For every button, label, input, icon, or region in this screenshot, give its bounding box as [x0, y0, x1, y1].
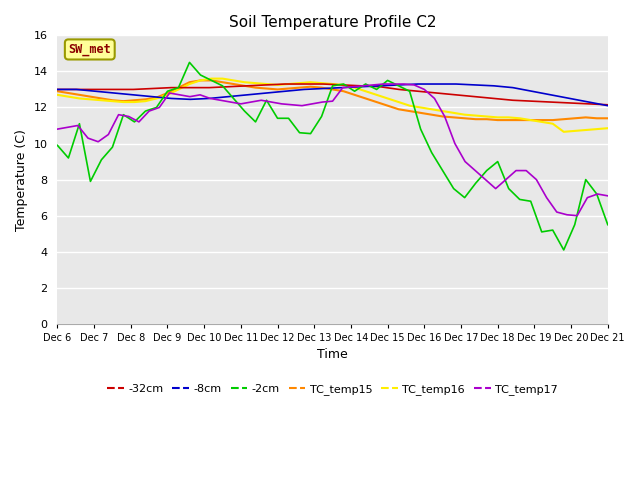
Title: Soil Temperature Profile C2: Soil Temperature Profile C2 [229, 15, 436, 30]
X-axis label: Time: Time [317, 348, 348, 361]
Y-axis label: Temperature (C): Temperature (C) [15, 129, 28, 230]
Legend: -32cm, -8cm, -2cm, TC_temp15, TC_temp16, TC_temp17: -32cm, -8cm, -2cm, TC_temp15, TC_temp16,… [103, 379, 563, 399]
Text: SW_met: SW_met [68, 43, 111, 56]
